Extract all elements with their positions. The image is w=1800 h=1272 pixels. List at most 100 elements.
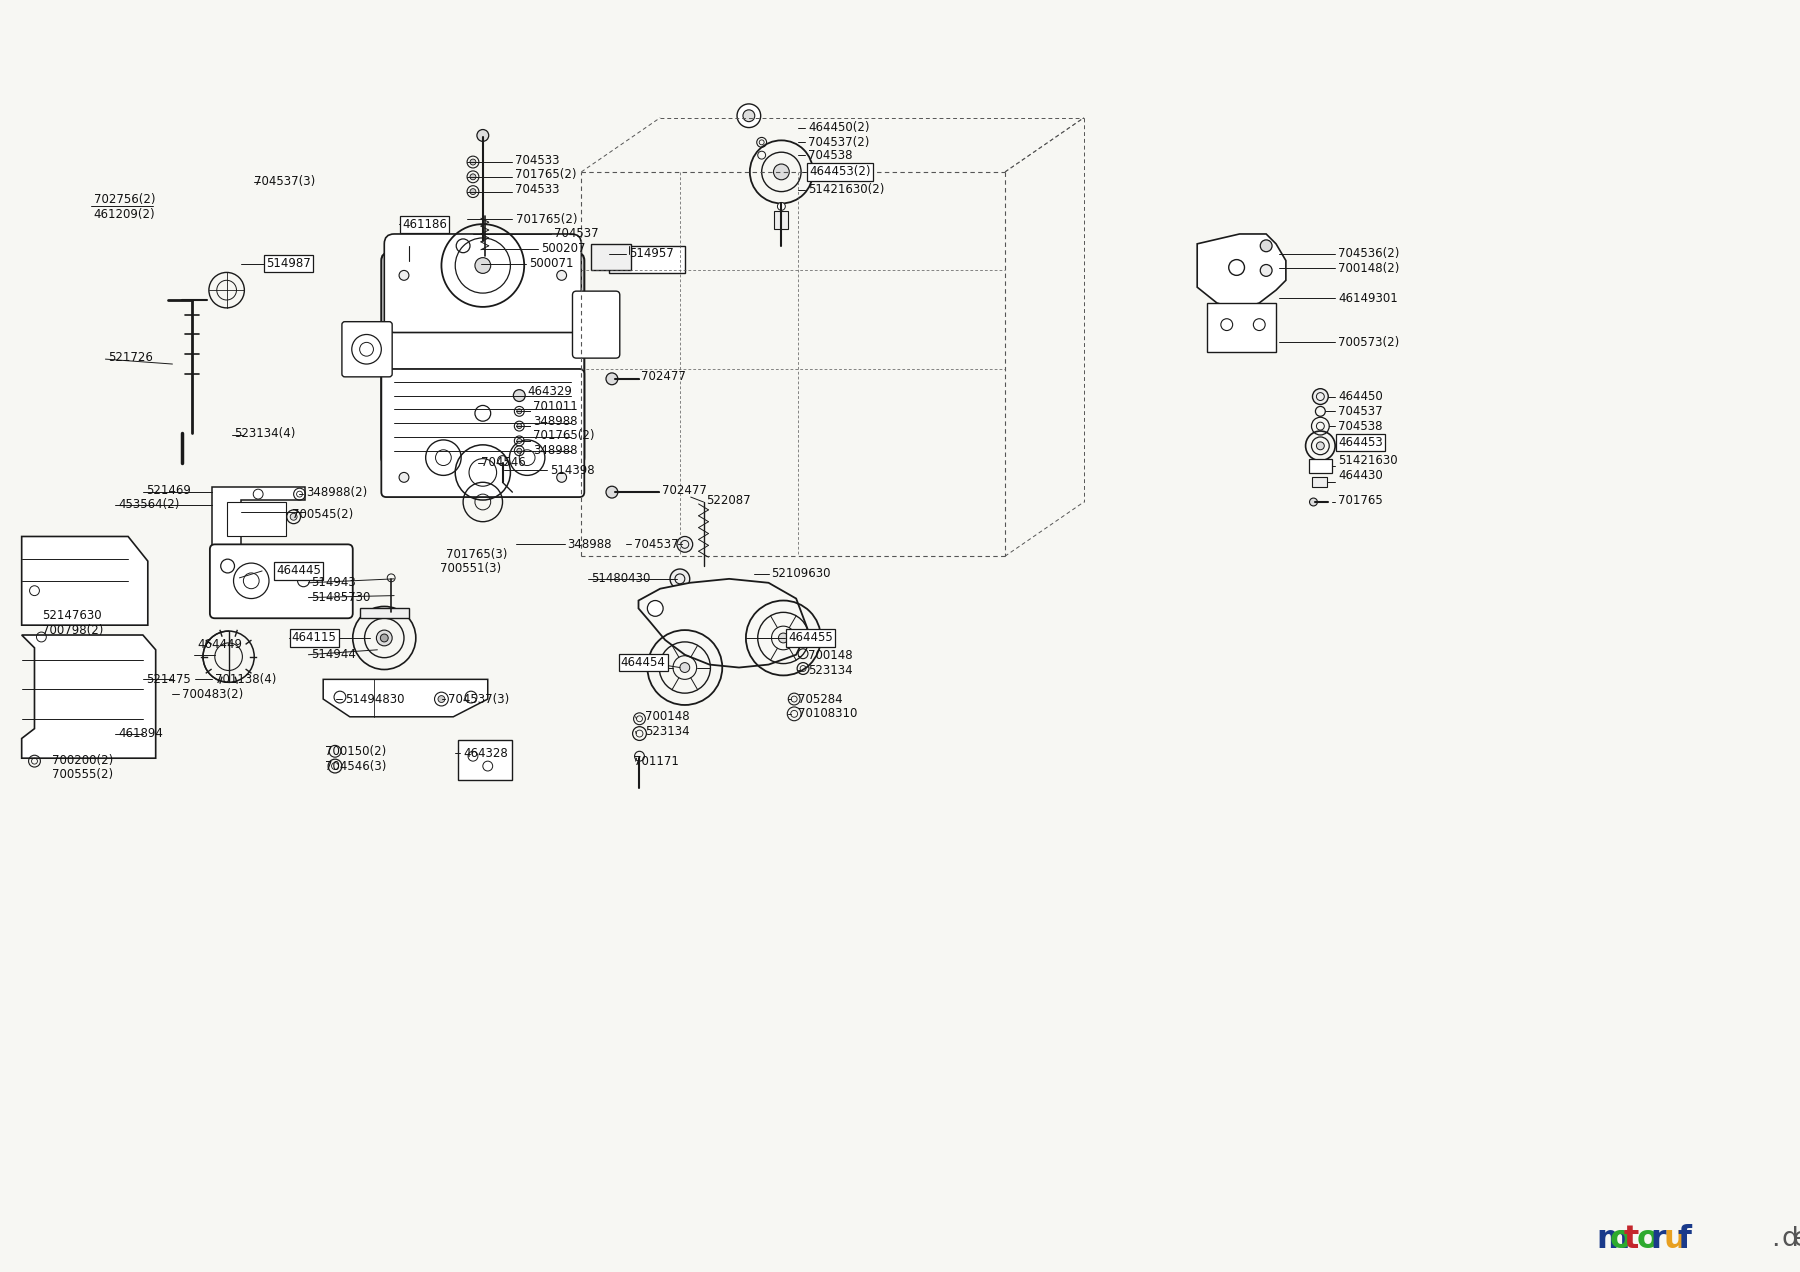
Polygon shape: [324, 679, 488, 717]
Text: 514943: 514943: [311, 576, 356, 589]
Text: 70108310: 70108310: [797, 707, 857, 720]
Circle shape: [774, 164, 788, 179]
Text: 704536(2): 704536(2): [1337, 247, 1399, 261]
Text: 348988(2): 348988(2): [306, 486, 367, 499]
Circle shape: [1310, 499, 1318, 506]
Text: 464430: 464430: [1337, 469, 1382, 482]
Circle shape: [677, 537, 693, 552]
Text: 500207: 500207: [542, 242, 585, 256]
Text: 523134: 523134: [646, 725, 689, 738]
Text: o: o: [1636, 1224, 1660, 1254]
Text: t: t: [1624, 1224, 1638, 1254]
FancyBboxPatch shape: [211, 544, 353, 618]
Text: 704537: 704537: [634, 538, 679, 551]
Bar: [1312, 477, 1327, 487]
Text: f: f: [1678, 1224, 1692, 1254]
Text: 51485730: 51485730: [311, 591, 371, 604]
Text: 702477: 702477: [662, 483, 707, 496]
Text: 464328: 464328: [463, 747, 508, 759]
Circle shape: [680, 663, 689, 673]
Circle shape: [743, 109, 754, 122]
FancyBboxPatch shape: [382, 369, 585, 497]
Text: 464329: 464329: [527, 385, 572, 398]
Text: 700148: 700148: [646, 710, 689, 724]
Text: 701765(2): 701765(2): [533, 430, 594, 443]
Text: 500071: 500071: [529, 257, 574, 270]
Text: 701765(2): 701765(2): [515, 168, 576, 182]
Circle shape: [475, 258, 491, 273]
Text: 704546: 704546: [481, 457, 526, 469]
Text: 705284: 705284: [797, 692, 842, 706]
Polygon shape: [608, 245, 684, 273]
Text: 51480430: 51480430: [590, 572, 650, 585]
Circle shape: [475, 406, 491, 421]
Text: 514987: 514987: [266, 257, 311, 270]
Circle shape: [400, 472, 409, 482]
FancyBboxPatch shape: [572, 291, 619, 359]
Text: 521475: 521475: [146, 673, 191, 686]
Circle shape: [556, 271, 567, 280]
Circle shape: [607, 486, 617, 499]
Text: .: .: [1771, 1226, 1778, 1252]
FancyBboxPatch shape: [342, 322, 392, 377]
Bar: [1208, 303, 1276, 352]
Bar: [1309, 459, 1332, 473]
Polygon shape: [22, 635, 155, 758]
Text: 701765: 701765: [1337, 494, 1382, 506]
Circle shape: [607, 373, 617, 384]
Circle shape: [470, 159, 475, 165]
FancyBboxPatch shape: [382, 253, 585, 466]
Text: 704537: 704537: [554, 228, 598, 240]
Polygon shape: [1197, 234, 1285, 310]
Circle shape: [736, 104, 761, 127]
Text: 514957: 514957: [628, 247, 673, 261]
Text: u: u: [1663, 1224, 1687, 1254]
Circle shape: [290, 514, 297, 520]
Text: 461186: 461186: [401, 218, 446, 230]
Text: 464453: 464453: [1337, 436, 1382, 449]
Text: 701138(4): 701138(4): [214, 673, 275, 686]
Circle shape: [517, 408, 522, 413]
Text: 704537: 704537: [1337, 404, 1382, 417]
Circle shape: [670, 569, 689, 589]
Text: 464455: 464455: [788, 631, 833, 645]
Text: 464449: 464449: [196, 639, 241, 651]
Polygon shape: [212, 487, 306, 547]
Text: 701765(3): 701765(3): [446, 548, 508, 561]
Text: 704538: 704538: [1337, 420, 1382, 432]
Text: 704533: 704533: [515, 154, 560, 167]
Circle shape: [648, 600, 662, 617]
Text: 46149301: 46149301: [1337, 291, 1399, 304]
FancyBboxPatch shape: [383, 234, 581, 332]
Text: 700798(2): 700798(2): [43, 623, 104, 636]
Circle shape: [513, 389, 526, 402]
Text: 521726: 521726: [108, 351, 153, 364]
Text: 461894: 461894: [119, 728, 164, 740]
Text: 704533: 704533: [515, 183, 560, 196]
Text: 700555(2): 700555(2): [52, 768, 113, 781]
Text: 52147630: 52147630: [43, 609, 103, 622]
Circle shape: [380, 633, 389, 642]
Polygon shape: [639, 579, 808, 668]
Text: 704537(3): 704537(3): [448, 692, 509, 706]
Circle shape: [517, 424, 522, 429]
Polygon shape: [22, 537, 148, 625]
Bar: [227, 502, 286, 537]
Text: 700148: 700148: [808, 649, 853, 663]
Bar: [459, 740, 513, 780]
Circle shape: [1229, 259, 1244, 275]
Text: o: o: [1609, 1224, 1633, 1254]
Circle shape: [1260, 265, 1273, 276]
Text: 51421630: 51421630: [1337, 454, 1399, 467]
Text: 700551(3): 700551(3): [441, 562, 502, 575]
Text: 700150(2): 700150(2): [326, 745, 387, 758]
Circle shape: [517, 448, 522, 453]
Text: 51421630(2): 51421630(2): [808, 183, 884, 196]
Text: 521469: 521469: [146, 483, 191, 496]
Circle shape: [1316, 441, 1325, 450]
Text: 514944: 514944: [311, 649, 356, 661]
Text: 464453(2): 464453(2): [808, 165, 871, 178]
Text: 464445: 464445: [275, 565, 320, 577]
Text: 704537(2): 704537(2): [808, 136, 869, 149]
Text: 523134(4): 523134(4): [234, 426, 295, 440]
